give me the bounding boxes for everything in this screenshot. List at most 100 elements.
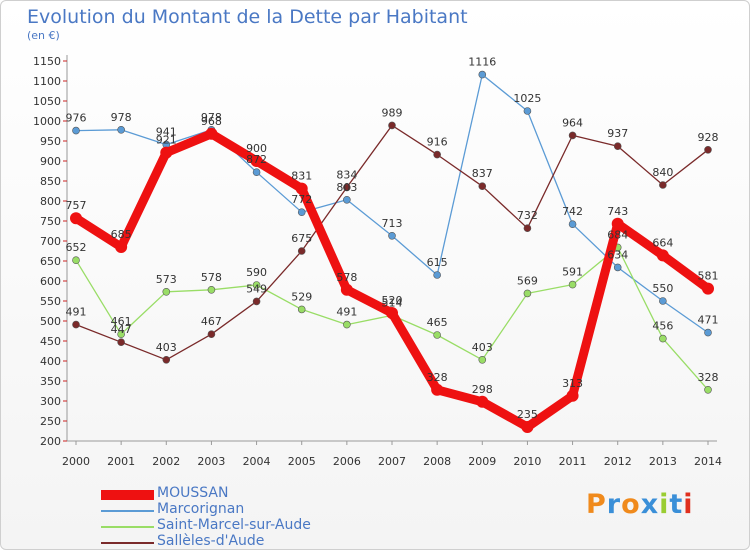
chart-subtitle: (en €) — [27, 29, 60, 42]
data-point — [207, 330, 216, 339]
data-label: 569 — [517, 274, 538, 287]
legend-swatch — [101, 526, 154, 528]
data-label: 921 — [156, 134, 177, 147]
legend-label: MOUSSAN — [157, 485, 229, 501]
data-point — [613, 142, 622, 150]
data-label: 573 — [156, 273, 177, 286]
data-label: 491 — [66, 306, 87, 319]
x-tick-label: 2009 — [468, 455, 496, 468]
data-point — [343, 320, 351, 329]
data-point — [162, 287, 171, 296]
data-point — [250, 155, 263, 167]
data-label: 591 — [562, 266, 583, 279]
data-label: 803 — [336, 181, 357, 194]
data-point — [478, 182, 487, 190]
y-tick-label: 750 — [40, 215, 61, 228]
data-point — [568, 220, 577, 228]
data-point — [72, 126, 80, 135]
x-tick-label: 2005 — [288, 455, 316, 468]
legend-swatch — [101, 542, 154, 544]
data-point — [478, 355, 487, 364]
data-label: 461 — [111, 315, 132, 328]
data-point — [476, 395, 489, 408]
data-label: 916 — [427, 136, 448, 149]
data-point — [160, 146, 173, 159]
x-tick-label: 2004 — [243, 455, 271, 468]
data-point — [297, 247, 306, 255]
data-point — [433, 271, 441, 279]
y-tick-label: 850 — [40, 175, 61, 188]
data-point — [656, 249, 669, 262]
data-label: 520 — [382, 294, 403, 307]
data-label: 684 — [607, 228, 628, 241]
data-label: 403 — [156, 341, 177, 354]
y-tick-label: 200 — [40, 435, 61, 448]
data-label: 328 — [427, 371, 448, 384]
data-point — [613, 263, 622, 272]
data-label: 837 — [472, 167, 493, 180]
y-tick-label: 700 — [40, 235, 61, 248]
y-tick-label: 550 — [40, 295, 61, 308]
data-label: 313 — [562, 377, 583, 390]
y-tick-label: 350 — [40, 375, 61, 388]
data-point — [659, 181, 667, 189]
data-label: 743 — [607, 205, 628, 218]
data-point — [431, 383, 444, 396]
x-tick-label: 2012 — [604, 455, 632, 468]
x-tick-label: 2002 — [152, 455, 180, 468]
data-point — [252, 168, 261, 176]
data-label: 732 — [517, 209, 538, 222]
data-point — [523, 107, 532, 115]
y-tick-label: 650 — [40, 255, 61, 268]
data-point — [702, 282, 714, 295]
x-tick-label: 2008 — [423, 455, 451, 468]
data-point — [117, 338, 125, 347]
data-label: 664 — [652, 236, 673, 249]
data-label: 964 — [562, 116, 583, 129]
data-label: 465 — [427, 316, 448, 329]
data-label: 529 — [291, 290, 312, 303]
data-label: 872 — [246, 153, 267, 166]
y-tick-label: 1050 — [33, 95, 61, 108]
data-label: 298 — [472, 383, 493, 396]
data-label: 634 — [607, 248, 628, 261]
data-point — [207, 285, 216, 294]
x-tick-label: 2010 — [513, 455, 541, 468]
y-tick-label: 450 — [40, 335, 61, 348]
legend-label: Sallèles-d'Aude — [157, 533, 265, 549]
data-point — [566, 389, 579, 402]
data-point — [72, 256, 80, 265]
data-point — [297, 208, 306, 216]
data-label: 491 — [336, 306, 357, 319]
data-point — [252, 297, 261, 306]
data-label: 590 — [246, 266, 267, 279]
data-label: 834 — [336, 168, 357, 181]
y-tick-label: 950 — [40, 135, 61, 148]
data-point — [568, 131, 577, 140]
data-point — [252, 281, 261, 289]
y-tick-label: 400 — [40, 355, 61, 368]
proxiti-logo: Proxiti — [586, 489, 694, 520]
data-label: 1116 — [468, 56, 496, 69]
data-point — [659, 297, 667, 305]
data-point — [205, 127, 218, 140]
legend-label: Marcorignan — [157, 501, 245, 517]
x-tick-label: 2014 — [694, 455, 722, 468]
data-label: 900 — [246, 142, 267, 155]
data-label: 978 — [201, 111, 222, 124]
data-point — [523, 289, 532, 298]
data-point — [521, 421, 534, 433]
data-point — [478, 70, 487, 79]
data-point — [568, 280, 577, 289]
data-point — [117, 126, 125, 134]
y-tick-label: 1100 — [33, 75, 61, 88]
data-label: 235 — [517, 408, 538, 421]
x-tick-label: 2007 — [378, 455, 406, 468]
x-tick-label: 2003 — [197, 455, 225, 468]
data-label: 549 — [246, 282, 267, 295]
data-point — [117, 330, 125, 339]
y-tick-label: 800 — [40, 195, 61, 208]
data-label: 456 — [652, 320, 673, 333]
